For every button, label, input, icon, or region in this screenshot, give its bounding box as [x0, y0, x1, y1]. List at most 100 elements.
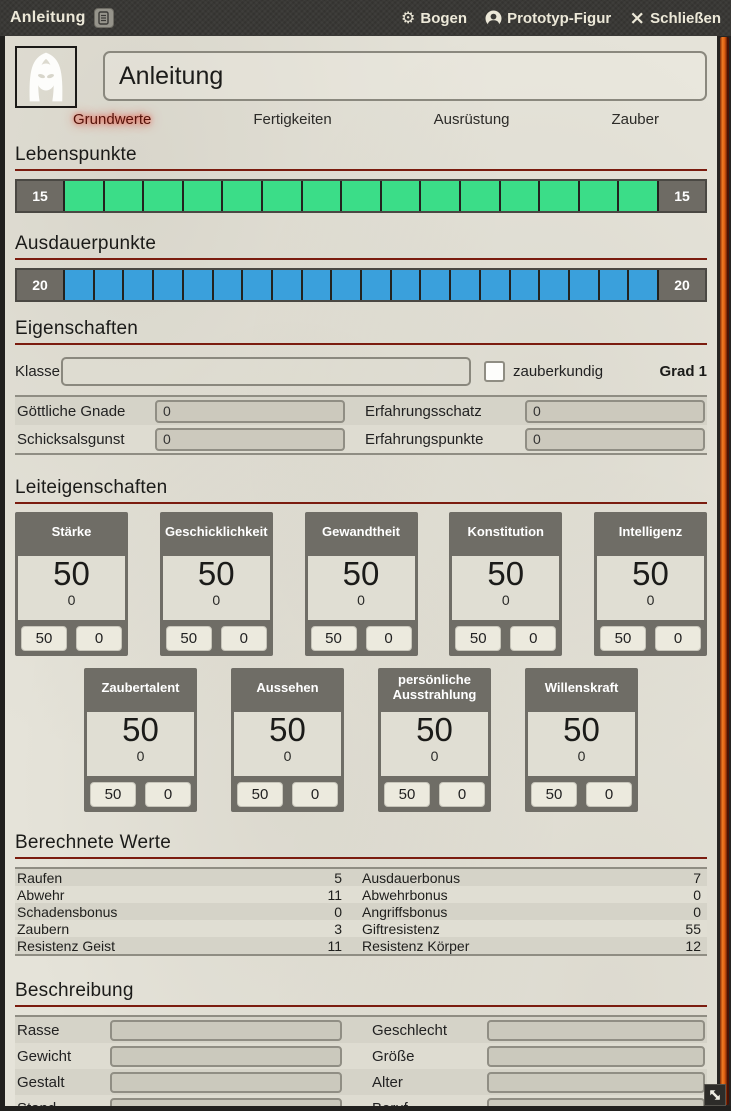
- point-segment[interactable]: [241, 270, 271, 300]
- scrollbar-thumb[interactable]: [719, 37, 729, 1105]
- sheet-badge-button[interactable]: [93, 8, 114, 28]
- point-segment[interactable]: [300, 181, 341, 211]
- ausdauerpunkte-max-right: 20: [657, 270, 705, 300]
- desc-input[interactable]: [487, 1019, 705, 1041]
- bogen-button[interactable]: ⚙ Bogen: [401, 10, 467, 27]
- attribute-mod-input[interactable]: [292, 781, 338, 807]
- desc-input[interactable]: [110, 1097, 342, 1106]
- point-segment[interactable]: [538, 181, 578, 211]
- point-segment[interactable]: [152, 270, 182, 300]
- attribute-base-input[interactable]: [310, 625, 357, 651]
- point-segment[interactable]: [419, 181, 459, 211]
- close-button[interactable]: × Schließen: [629, 8, 721, 28]
- tab-fertigkeiten[interactable]: Fertigkeiten: [253, 111, 332, 128]
- point-segment[interactable]: [458, 181, 499, 211]
- goettliche-gnade-input[interactable]: [155, 399, 345, 423]
- section-eigenschaften: Eigenschaften Klasse zauberkundig Grad 1…: [15, 318, 707, 455]
- point-segment[interactable]: [65, 270, 93, 300]
- point-segment[interactable]: [300, 270, 331, 300]
- point-segment[interactable]: [478, 270, 509, 300]
- character-header: [15, 46, 707, 108]
- table-row: Göttliche Gnade Erfahrungsschatz: [15, 397, 707, 425]
- point-segment[interactable]: [92, 270, 123, 300]
- schicksalsgunst-input[interactable]: [155, 427, 345, 451]
- character-name-input[interactable]: [103, 51, 707, 101]
- point-segment[interactable]: [360, 270, 390, 300]
- point-segment[interactable]: [508, 270, 539, 300]
- ausdauerpunkte-segments[interactable]: [65, 270, 658, 300]
- point-segment[interactable]: [379, 181, 420, 211]
- point-segment[interactable]: [260, 181, 301, 211]
- point-segment[interactable]: [102, 181, 143, 211]
- point-segment[interactable]: [330, 270, 361, 300]
- attribute-mod-input[interactable]: [655, 625, 701, 651]
- desc-input[interactable]: [110, 1045, 342, 1067]
- zauberkundig-checkbox[interactable]: [484, 360, 505, 382]
- point-segment[interactable]: [340, 181, 380, 211]
- attribute-base-input[interactable]: [531, 781, 577, 807]
- beschreibung-title: Beschreibung: [15, 980, 707, 1007]
- point-segment[interactable]: [142, 181, 182, 211]
- point-segment[interactable]: [627, 270, 658, 300]
- tab-ausruestung[interactable]: Ausrüstung: [433, 111, 510, 128]
- point-segment[interactable]: [577, 181, 618, 211]
- point-segment[interactable]: [389, 270, 420, 300]
- attribute-mod-input[interactable]: [220, 625, 267, 651]
- klasse-input[interactable]: [61, 356, 471, 386]
- lebenspunkte-segments[interactable]: [65, 181, 657, 211]
- goettliche-gnade-label: Göttliche Gnade: [17, 402, 126, 420]
- point-segment[interactable]: [122, 270, 153, 300]
- lebenspunkte-bar: 15 15: [15, 179, 707, 213]
- table-row: Zaubern 3 Giftresistenz 55: [15, 920, 707, 937]
- attribute-base-input[interactable]: [237, 781, 283, 807]
- table-row: Gestalt Alter: [15, 1069, 707, 1095]
- point-segment[interactable]: [211, 270, 242, 300]
- attribute-base-input[interactable]: [21, 625, 67, 651]
- desc-input[interactable]: [110, 1019, 342, 1041]
- desc-input[interactable]: [487, 1045, 705, 1067]
- desc-input[interactable]: [487, 1071, 705, 1093]
- prototyp-figur-button[interactable]: Prototyp-Figur: [485, 10, 611, 27]
- desc-label: Beruf: [372, 1100, 487, 1107]
- attribute-mod-input[interactable]: [510, 625, 557, 651]
- tab-grundwerte[interactable]: Grundwerte: [73, 111, 152, 128]
- erfahrungsschatz-input[interactable]: [525, 399, 705, 423]
- attribute-mod-input[interactable]: [145, 781, 191, 807]
- attribute-mod-input[interactable]: [76, 625, 122, 651]
- attribute-body: 50 0: [87, 711, 194, 776]
- resize-handle[interactable]: [704, 1084, 726, 1106]
- desc-input[interactable]: [487, 1097, 705, 1106]
- point-segment[interactable]: [419, 270, 450, 300]
- erfahrungspunkte-label: Erfahrungspunkte: [365, 430, 484, 448]
- attribute-base-input[interactable]: [90, 781, 136, 807]
- attribute-base-input[interactable]: [165, 625, 212, 651]
- point-segment[interactable]: [597, 270, 628, 300]
- attribute-base-input[interactable]: [600, 625, 646, 651]
- point-segment[interactable]: [498, 181, 539, 211]
- attribute-card: Stärke 50 0: [15, 512, 128, 656]
- point-segment[interactable]: [181, 181, 222, 211]
- attribute-mod-input[interactable]: [586, 781, 632, 807]
- attribute-base-input[interactable]: [455, 625, 502, 651]
- point-segment[interactable]: [567, 270, 598, 300]
- point-segment[interactable]: [270, 270, 301, 300]
- point-segment[interactable]: [538, 270, 568, 300]
- attribute-mod-input[interactable]: [365, 625, 412, 651]
- desc-label: Geschlecht: [372, 1021, 448, 1039]
- point-segment[interactable]: [65, 181, 103, 211]
- table-row: Rasse Geschlecht: [15, 1017, 707, 1043]
- attribute-mod-input[interactable]: [439, 781, 485, 807]
- person-icon: [485, 10, 502, 27]
- point-segment[interactable]: [181, 270, 212, 300]
- tab-zauber[interactable]: Zauber: [611, 111, 659, 128]
- desc-input[interactable]: [110, 1071, 342, 1093]
- point-segment[interactable]: [221, 181, 261, 211]
- attribute-card: Gewandtheit 50 0: [304, 512, 418, 656]
- point-segment[interactable]: [449, 270, 479, 300]
- avatar[interactable]: [15, 46, 77, 108]
- erfahrungspunkte-input[interactable]: [525, 427, 705, 451]
- point-segment[interactable]: [617, 181, 657, 211]
- attribute-base-input[interactable]: [384, 781, 430, 807]
- schicksalsgunst-label: Schicksalsgunst: [17, 430, 125, 448]
- attribute-card: Zaubertalent 50 0: [84, 668, 197, 812]
